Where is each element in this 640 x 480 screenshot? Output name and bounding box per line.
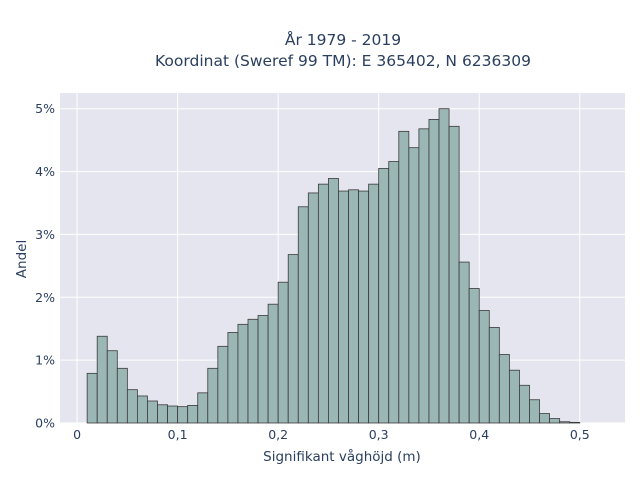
x-axis-ticks: 0 0,1 0,2 0,3 0,4 0,5 [73,427,590,442]
bar-15 [237,323,249,424]
bar-18 [267,303,279,424]
y-axis-ticks: 0% 1% 2% 3% 4% 5% [35,101,55,430]
bar-3 [116,367,128,424]
bar-20 [287,254,299,424]
y-tick-label-0: 0% [35,416,55,431]
bar-37 [458,261,470,424]
bar-27 [358,190,370,424]
x-tick-label-1: 0,1 [168,427,188,442]
bar-32 [408,147,420,424]
bar-45 [539,413,550,424]
bar-39 [478,310,490,424]
bar-48 [569,421,581,424]
x-tick-label-0: 0 [73,427,81,442]
bar-38 [468,288,480,424]
x-axis-label: Signifikant våghöjd (m) [263,448,421,465]
bar-42 [508,369,520,424]
bar-23 [317,183,329,424]
y-tick-label-3: 3% [35,227,55,242]
bar-35 [438,108,450,424]
bar-36 [448,125,460,424]
bar-17 [257,315,269,424]
x-tick-label-3: 0,3 [369,427,389,442]
bar-29 [378,168,390,424]
bar-7 [157,404,168,424]
bar-6 [147,400,158,424]
y-tick-label-5: 5% [35,101,55,116]
y-tick-label-2: 2% [35,290,55,305]
y-tick-label-1: 1% [35,353,55,368]
bar-40 [488,327,500,424]
bar-19 [277,281,289,424]
bar-1 [96,335,108,424]
chart-title-line2: Koordinat (Sweref 99 TM): E 365402, N 62… [155,52,531,70]
bar-43 [519,384,530,424]
bars [86,108,581,424]
bar-0 [86,372,98,424]
bar-47 [559,421,571,424]
bar-4 [126,389,138,424]
bar-25 [338,190,349,424]
bar-11 [197,392,209,424]
bar-12 [207,367,219,424]
bar-22 [307,192,319,424]
chart-title-line1: År 1979 - 2019 [285,30,401,49]
bar-9 [177,406,189,424]
bar-24 [328,178,339,424]
bar-21 [297,206,309,424]
bar-13 [217,345,229,424]
bar-8 [167,405,179,424]
bar-28 [368,183,380,424]
bar-10 [187,404,199,424]
bar-14 [227,332,239,424]
bar-16 [247,318,259,424]
x-tick-label-2: 0,2 [268,427,288,442]
x-tick-label-5: 0,5 [570,427,590,442]
bar-46 [549,418,561,424]
bar-31 [398,130,410,424]
bar-33 [418,128,430,424]
bar-30 [388,161,400,424]
bar-2 [106,350,118,424]
bar-34 [428,119,440,424]
bar-41 [498,354,510,424]
bar-44 [529,399,540,424]
x-tick-label-4: 0,4 [469,427,489,442]
bar-5 [137,395,148,424]
y-tick-label-4: 4% [35,164,55,179]
y-axis-label: Andel [14,240,30,278]
bar-26 [348,189,359,424]
